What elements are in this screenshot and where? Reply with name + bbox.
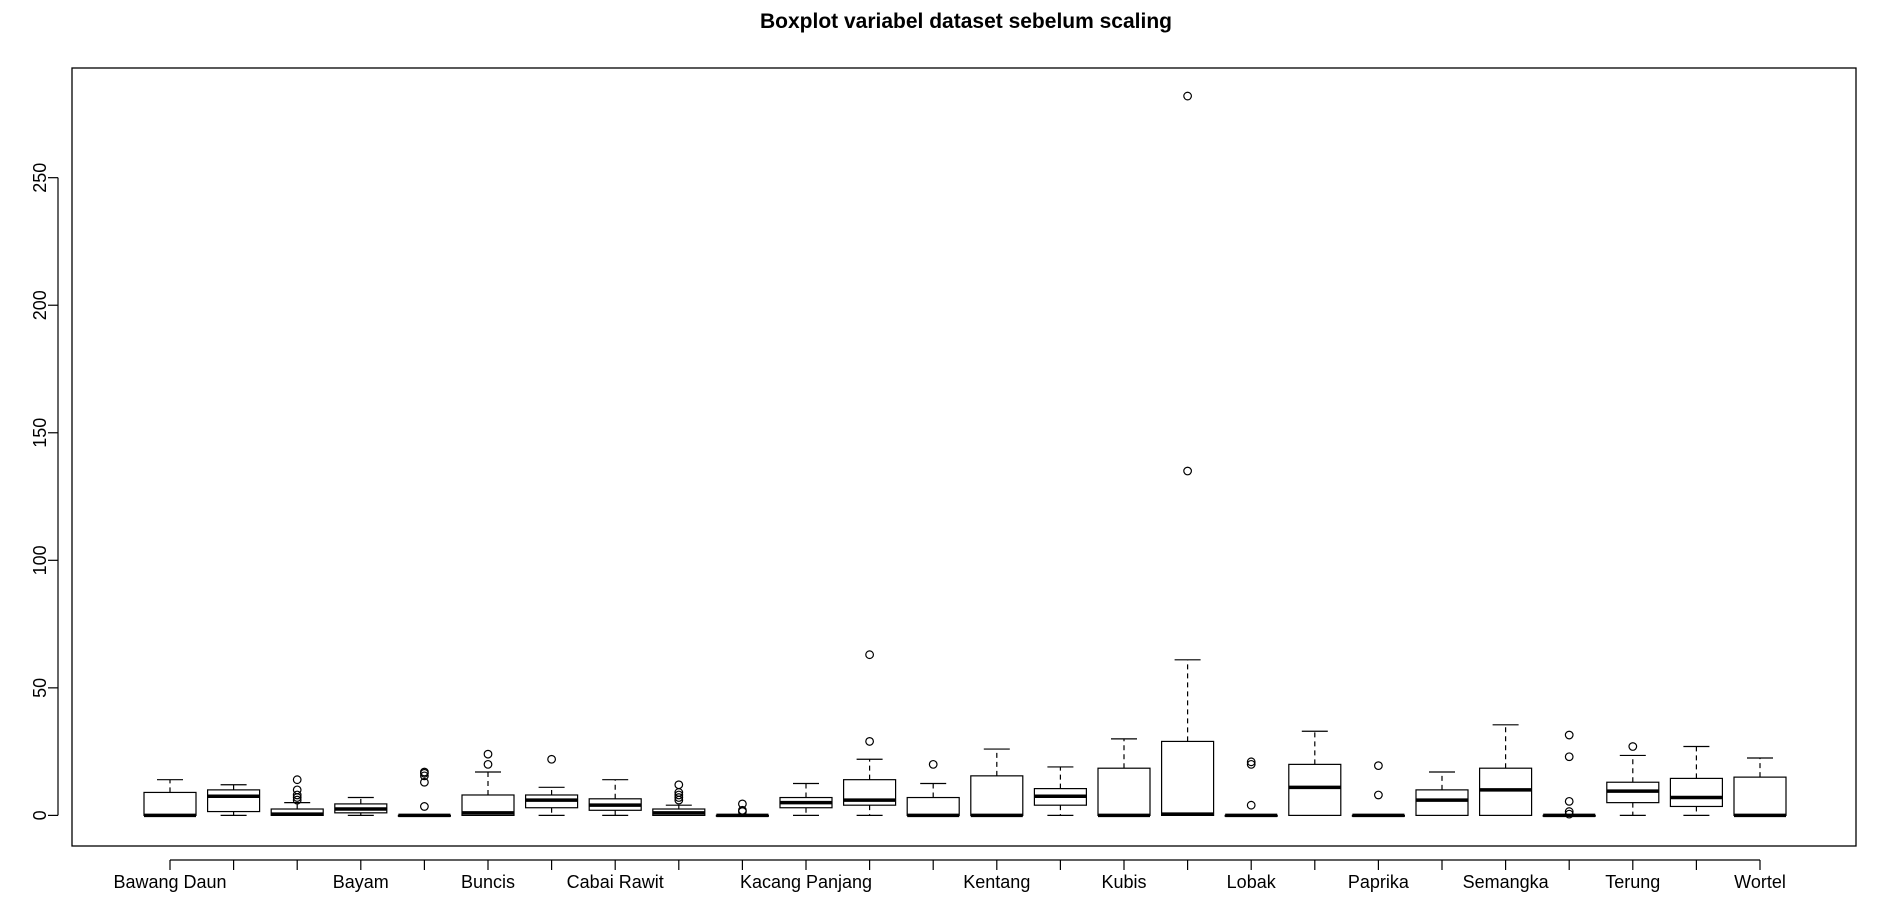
- box-group: [334, 796, 388, 816]
- outlier-point: [1246, 800, 1256, 810]
- y-tick-label: 100: [30, 545, 50, 575]
- boxplot-boxes: [143, 91, 1787, 819]
- outlier-point: [420, 771, 429, 781]
- chart-title: Boxplot variabel dataset sebelum scaling: [760, 10, 1172, 33]
- outlier-point: [547, 754, 556, 764]
- box-group: [906, 759, 960, 818]
- box-body: [1478, 767, 1533, 816]
- outlier-point: [420, 802, 429, 811]
- y-tick-label: 200: [30, 290, 50, 320]
- outlier-point: [674, 780, 684, 790]
- box-group: [715, 799, 770, 818]
- outlier-point: [1183, 466, 1192, 476]
- outlier-point: [292, 790, 302, 800]
- plot-frame: [71, 67, 1857, 847]
- x-tick-label: Paprika: [1348, 872, 1410, 892]
- box-body: [1415, 789, 1469, 816]
- x-tick-label: Buncis: [461, 872, 515, 892]
- x-tick-label: Bayam: [333, 872, 389, 892]
- outlier-point: [1628, 742, 1638, 751]
- outlier-point: [738, 799, 747, 809]
- outlier-point: [1564, 752, 1574, 762]
- box-body: [461, 794, 515, 816]
- outlier-point: [865, 650, 874, 660]
- box-body: [1733, 776, 1787, 816]
- y-tick-label: 50: [30, 678, 50, 698]
- y-tick-label: 0: [30, 810, 50, 820]
- outlier-point: [420, 777, 429, 787]
- box-group: [143, 779, 197, 818]
- outlier-point: [483, 759, 493, 769]
- box-group: [461, 749, 515, 816]
- box-body: [970, 775, 1024, 816]
- x-tick-label: Lobak: [1227, 872, 1277, 892]
- box-group: [1415, 771, 1469, 816]
- y-tick-label: 150: [30, 418, 50, 448]
- box-group: [1288, 730, 1342, 816]
- box-group: [397, 767, 451, 818]
- box-group: [1160, 91, 1215, 816]
- box-group: [207, 784, 261, 816]
- box-group: [1097, 738, 1151, 818]
- box-group: [270, 775, 324, 816]
- box-body: [906, 796, 960, 816]
- box-body: [207, 789, 261, 813]
- outlier-point: [1564, 796, 1574, 806]
- box-body: [1160, 740, 1215, 816]
- outlier-point: [1246, 759, 1256, 769]
- box-group: [1224, 757, 1278, 818]
- x-tick-label: Semangka: [1463, 872, 1550, 892]
- y-axis: 0 50 100 150 200 250: [30, 163, 59, 820]
- outlier-point: [1246, 757, 1256, 767]
- outlier-point: [1564, 807, 1574, 816]
- outlier-point: [1564, 809, 1574, 819]
- box-body: [1669, 777, 1724, 808]
- box-group: [1033, 766, 1088, 816]
- outlier-point: [674, 790, 684, 800]
- outlier-point: [674, 793, 684, 802]
- outlier-point: [1373, 790, 1383, 800]
- box-body: [1288, 763, 1342, 816]
- outlier-point: [1564, 730, 1574, 740]
- x-tick-label: Kentang: [963, 872, 1030, 892]
- x-axis: Bawang Daun Bayam Buncis Cabai Rawit Kacang …: [113, 859, 1786, 892]
- outlier-point: [420, 767, 429, 777]
- outlier-point: [483, 749, 493, 759]
- outlier-point: [292, 775, 302, 785]
- x-tick-label: Terung: [1605, 872, 1660, 892]
- outlier-point: [1183, 91, 1192, 101]
- box-body: [1097, 767, 1151, 816]
- box-group: [1669, 745, 1724, 816]
- box-group: [1733, 757, 1787, 818]
- outlier-point: [738, 805, 747, 815]
- x-tick-label: Bawang Daun: [113, 872, 226, 892]
- box-group: [652, 780, 706, 816]
- box-group: [842, 650, 897, 816]
- x-tick-label: Kacang Panjang: [740, 872, 872, 892]
- box-group: [1478, 724, 1533, 816]
- outlier-point: [292, 795, 302, 805]
- outlier-point: [1373, 761, 1383, 771]
- outlier-point: [865, 737, 874, 746]
- box-group: [524, 754, 579, 816]
- x-tick-label: Wortel: [1734, 872, 1786, 892]
- box-group: [588, 779, 642, 816]
- box-group: [779, 782, 833, 816]
- y-tick-label: 250: [30, 163, 50, 193]
- box-body: [143, 791, 197, 816]
- outlier-point: [928, 759, 938, 769]
- box-group: [1542, 730, 1596, 819]
- box-group: [1351, 761, 1406, 818]
- box-group: [1606, 742, 1660, 816]
- x-tick-label: Kubis: [1101, 872, 1146, 892]
- x-tick-label: Cabai Rawit: [567, 872, 664, 892]
- box-group: [970, 748, 1024, 818]
- outlier-point: [292, 785, 302, 795]
